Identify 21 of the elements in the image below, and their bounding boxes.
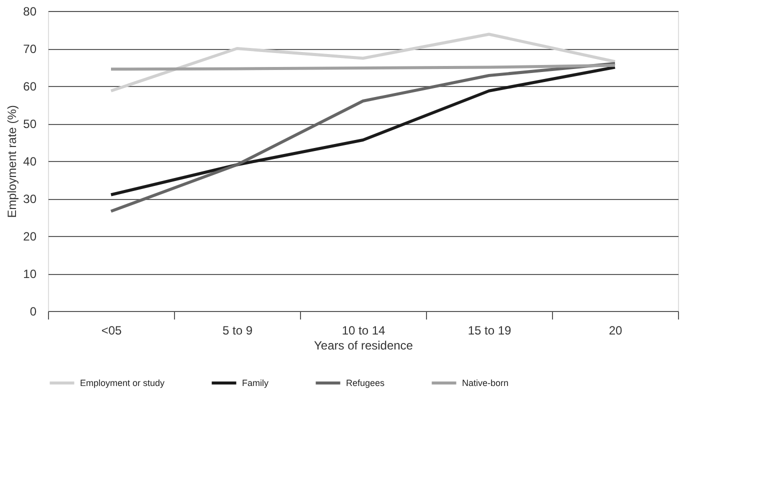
x-tick-label: 10 to 14 — [342, 324, 386, 338]
y-tick-label: 50 — [23, 117, 37, 131]
y-axis-title: Employment rate (%) — [5, 105, 20, 218]
y-tick-label: 0 — [30, 304, 37, 318]
y-tick-label: 20 — [23, 230, 37, 244]
x-tick-label: 20 — [608, 324, 622, 338]
legend-label: Refugees — [346, 378, 386, 388]
line-series — [110, 32, 616, 92]
y-tick-label: 70 — [23, 42, 37, 56]
y-tick-label: 30 — [23, 192, 37, 206]
x-tick-label: 15 to 19 — [468, 324, 512, 338]
x-tick-label: 5 to 9 — [222, 324, 253, 338]
legend-label: Native-born — [462, 378, 509, 388]
y-tick-label: 10 — [23, 267, 37, 281]
y-tick-label: 80 — [23, 4, 37, 18]
legend-label: Family — [242, 378, 269, 388]
y-tick-label: 60 — [23, 80, 37, 94]
legend-label: Employment or study — [80, 378, 166, 388]
x-axis-title: Years of residence — [314, 338, 414, 352]
y-tick-label: 40 — [23, 154, 37, 168]
x-tick-label: <05 — [101, 324, 122, 338]
